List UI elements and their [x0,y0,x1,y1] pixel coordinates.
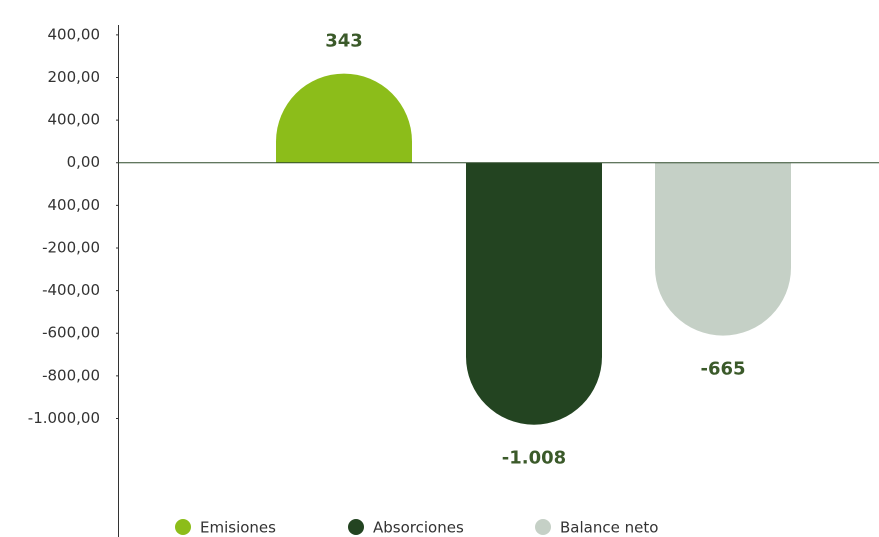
y-tick-label: -400,00 [42,281,100,299]
legend-marker [175,519,191,535]
y-tick-label: 400,00 [48,111,101,129]
value-label: 343 [325,31,363,52]
y-tick-label: -800,00 [42,366,100,384]
value-label: -665 [700,359,745,380]
y-tick-label: 400,00 [48,25,101,43]
y-tick-label: 200,00 [48,68,101,86]
legend-marker [535,519,551,535]
bar [655,162,791,336]
y-tick-label: -200,00 [42,238,100,256]
y-tick-label: -1.000,00 [28,409,100,427]
legend-label: Balance neto [560,519,658,537]
y-tick-label: 0,00 [67,153,100,171]
y-tick-label: -600,00 [42,324,100,342]
legend-label: Emisiones [200,519,276,537]
legend-label: Absorciones [373,519,464,537]
y-tick-label: 400,00 [48,196,101,214]
bar [466,162,602,425]
bar [276,73,412,163]
value-label: -1.008 [502,448,566,469]
legend-marker [348,519,364,535]
